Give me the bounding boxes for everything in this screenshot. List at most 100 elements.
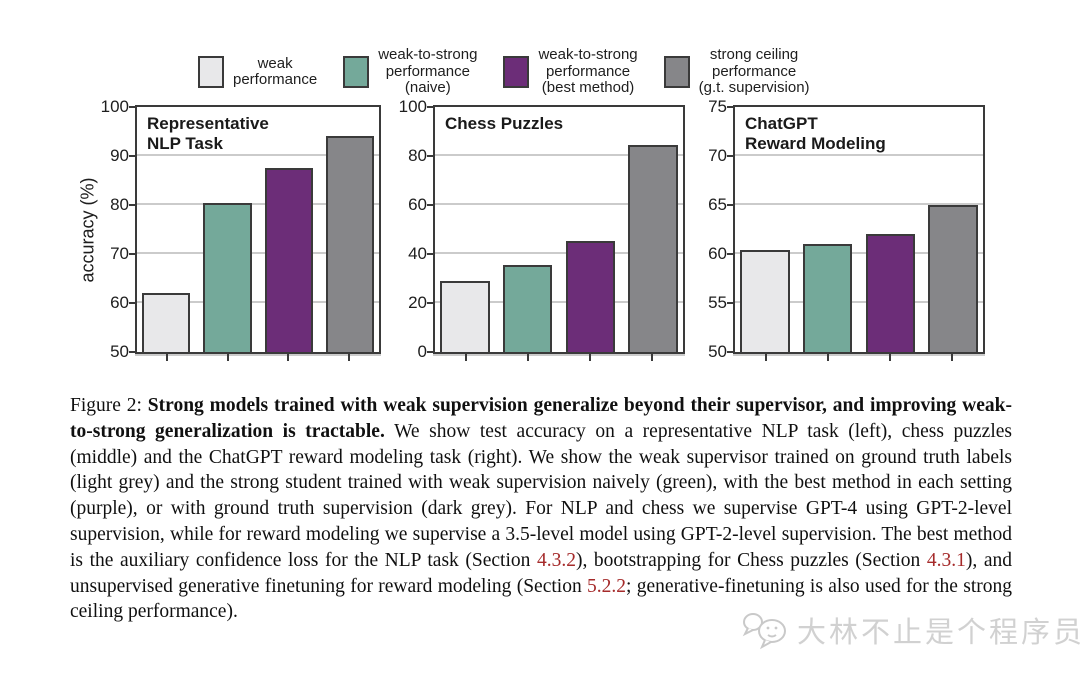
gridline-80 <box>137 203 379 205</box>
bars-group <box>435 107 683 352</box>
x-tick-mark-0 <box>465 354 467 361</box>
section-ref-link[interactable]: 5.2.2 <box>587 575 627 597</box>
legend-swatch-strong-ceiling <box>663 56 690 88</box>
gridline-20 <box>435 301 683 303</box>
y-tick-label-100: 100 <box>100 97 129 116</box>
caption-text-segment: ), and unsupervised generative finetunin… <box>70 549 1013 597</box>
y-tick-label-50: 50 <box>708 342 727 361</box>
y-tick-mark-60 <box>727 253 735 255</box>
bar-strong-ceiling <box>325 136 374 352</box>
gridline-80 <box>435 154 683 156</box>
chart-chess-puzzles: 0 20 40 60 80 100 Chess Puzzles <box>399 97 685 361</box>
y-tick-label-80: 80 <box>110 195 129 214</box>
y-tick-mark-20 <box>427 302 435 304</box>
chart-title: ChatGPT Reward Modeling <box>745 114 886 153</box>
y-tick-mark-60 <box>129 302 137 304</box>
y-tick-mark-100 <box>427 106 435 108</box>
x-tick-mark-3 <box>651 354 653 361</box>
chart-title: Representative NLP Task <box>147 114 269 153</box>
y-tick-mark-65 <box>727 204 735 206</box>
y-tick-label-90: 90 <box>110 146 129 165</box>
legend-swatch-weak-to-strong-best <box>503 56 530 88</box>
legend-label: weak-to-strong performance (naive) <box>378 46 478 97</box>
watermark-text: 大林不止是个程序员 <box>797 615 1080 649</box>
y-tick-label-50: 50 <box>110 342 129 361</box>
y-tick-label-80: 80 <box>408 146 427 165</box>
y-axis-label: accuracy (%) <box>77 176 98 283</box>
gridline-55 <box>735 301 983 303</box>
y-tick-label-60: 60 <box>110 293 129 312</box>
gridline-60 <box>137 301 379 303</box>
gridline-60 <box>735 252 983 254</box>
y-tick-mark-80 <box>129 204 137 206</box>
y-tick-label-70: 70 <box>110 244 129 263</box>
gridline-90 <box>137 154 379 156</box>
y-tick-mark-80 <box>427 155 435 157</box>
legend-swatch-weak-to-strong-naive <box>343 56 370 88</box>
gridline-70 <box>137 252 379 254</box>
caption-text-segment: ; generative-finetuning is also used for… <box>70 575 1012 623</box>
legend-label: weak-to-strong performance (best method) <box>538 46 638 97</box>
section-ref-link[interactable]: 4.3.2 <box>536 549 576 571</box>
chart-chatgpt-reward-modeling: 50 55 60 65 70 75 ChatGPT Reward Modeling <box>708 97 985 361</box>
gridline-70 <box>735 154 983 156</box>
gridline-40 <box>435 252 683 254</box>
y-tick-mark-90 <box>129 155 137 157</box>
y-tick-label-60: 60 <box>408 195 427 214</box>
bar-weak-to-strong-best <box>264 168 313 352</box>
y-tick-label-40: 40 <box>408 244 427 263</box>
bar-weak-performance <box>440 280 490 352</box>
watermark: 大林不止是个程序员 <box>740 609 1080 651</box>
x-tick-mark-2 <box>287 354 290 361</box>
bar-weak-to-strong-naive <box>802 244 853 352</box>
bars-group <box>735 107 983 352</box>
bar-weak-performance <box>740 250 790 352</box>
y-tick-mark-0 <box>427 351 435 353</box>
bar-weak-to-strong-best <box>565 240 616 352</box>
bars-group <box>137 107 379 352</box>
y-tick-mark-100 <box>129 106 137 108</box>
legend: weak performance weak-to-strong performan… <box>198 42 810 102</box>
legend-label: weak performance <box>233 54 318 88</box>
gridline-60 <box>435 203 683 205</box>
x-tick-mark-1 <box>827 354 829 361</box>
x-tick-mark-2 <box>589 354 591 361</box>
x-tick-mark-3 <box>347 354 350 361</box>
legend-item-strong-ceiling: strong ceiling performance (g.t. supervi… <box>663 46 810 97</box>
caption-text-segment: ), bootstrapping for Chess puzzles (Sect… <box>575 549 927 571</box>
y-tick-label-20: 20 <box>408 293 427 312</box>
y-tick-mark-70 <box>129 253 137 255</box>
legend-item-weak-performance: weak performance <box>198 54 318 89</box>
x-tick-mark-1 <box>527 354 529 361</box>
bar-strong-ceiling <box>628 144 678 352</box>
bar-weak-to-strong-best <box>865 234 916 352</box>
chart-representative-nlp-task: 50 60 70 80 90 100 Representative NLP Task accu… <box>78 97 381 361</box>
caption-text-segment: Figure 2: <box>70 395 148 416</box>
caption-text-segment: Strong models trained with weak supervis… <box>70 395 1012 442</box>
x-tick-mark-2 <box>889 354 891 361</box>
bar-weak-to-strong-naive <box>502 265 553 352</box>
section-ref-link[interactable]: 4.3.1 <box>926 549 966 571</box>
gridline-65 <box>735 203 983 205</box>
y-tick-mark-70 <box>727 155 735 157</box>
y-tick-label-100: 100 <box>398 97 427 116</box>
x-tick-mark-0 <box>166 354 169 361</box>
y-tick-mark-75 <box>727 106 735 108</box>
caption-text-segment: We show test accuracy on a representativ… <box>70 420 1012 571</box>
chart-title: Chess Puzzles <box>445 114 564 133</box>
legend-label: strong ceiling performance (g.t. supervi… <box>698 46 810 97</box>
figure-caption: Figure 2: Strong models trained with wea… <box>70 393 1012 625</box>
y-tick-mark-50 <box>129 351 137 353</box>
x-tick-mark-1 <box>226 354 229 361</box>
bar-strong-ceiling <box>928 205 978 352</box>
y-tick-label-65: 65 <box>708 195 727 214</box>
y-tick-label-55: 55 <box>708 293 727 312</box>
y-tick-mark-55 <box>727 302 735 304</box>
x-tick-mark-0 <box>765 354 767 361</box>
y-tick-label-60: 60 <box>708 244 727 263</box>
y-tick-label-75: 75 <box>708 97 727 116</box>
bar-weak-to-strong-naive <box>203 202 252 352</box>
legend-item-weak-to-strong-best: weak-to-strong performance (best method) <box>503 46 638 97</box>
x-tick-mark-3 <box>951 354 953 361</box>
